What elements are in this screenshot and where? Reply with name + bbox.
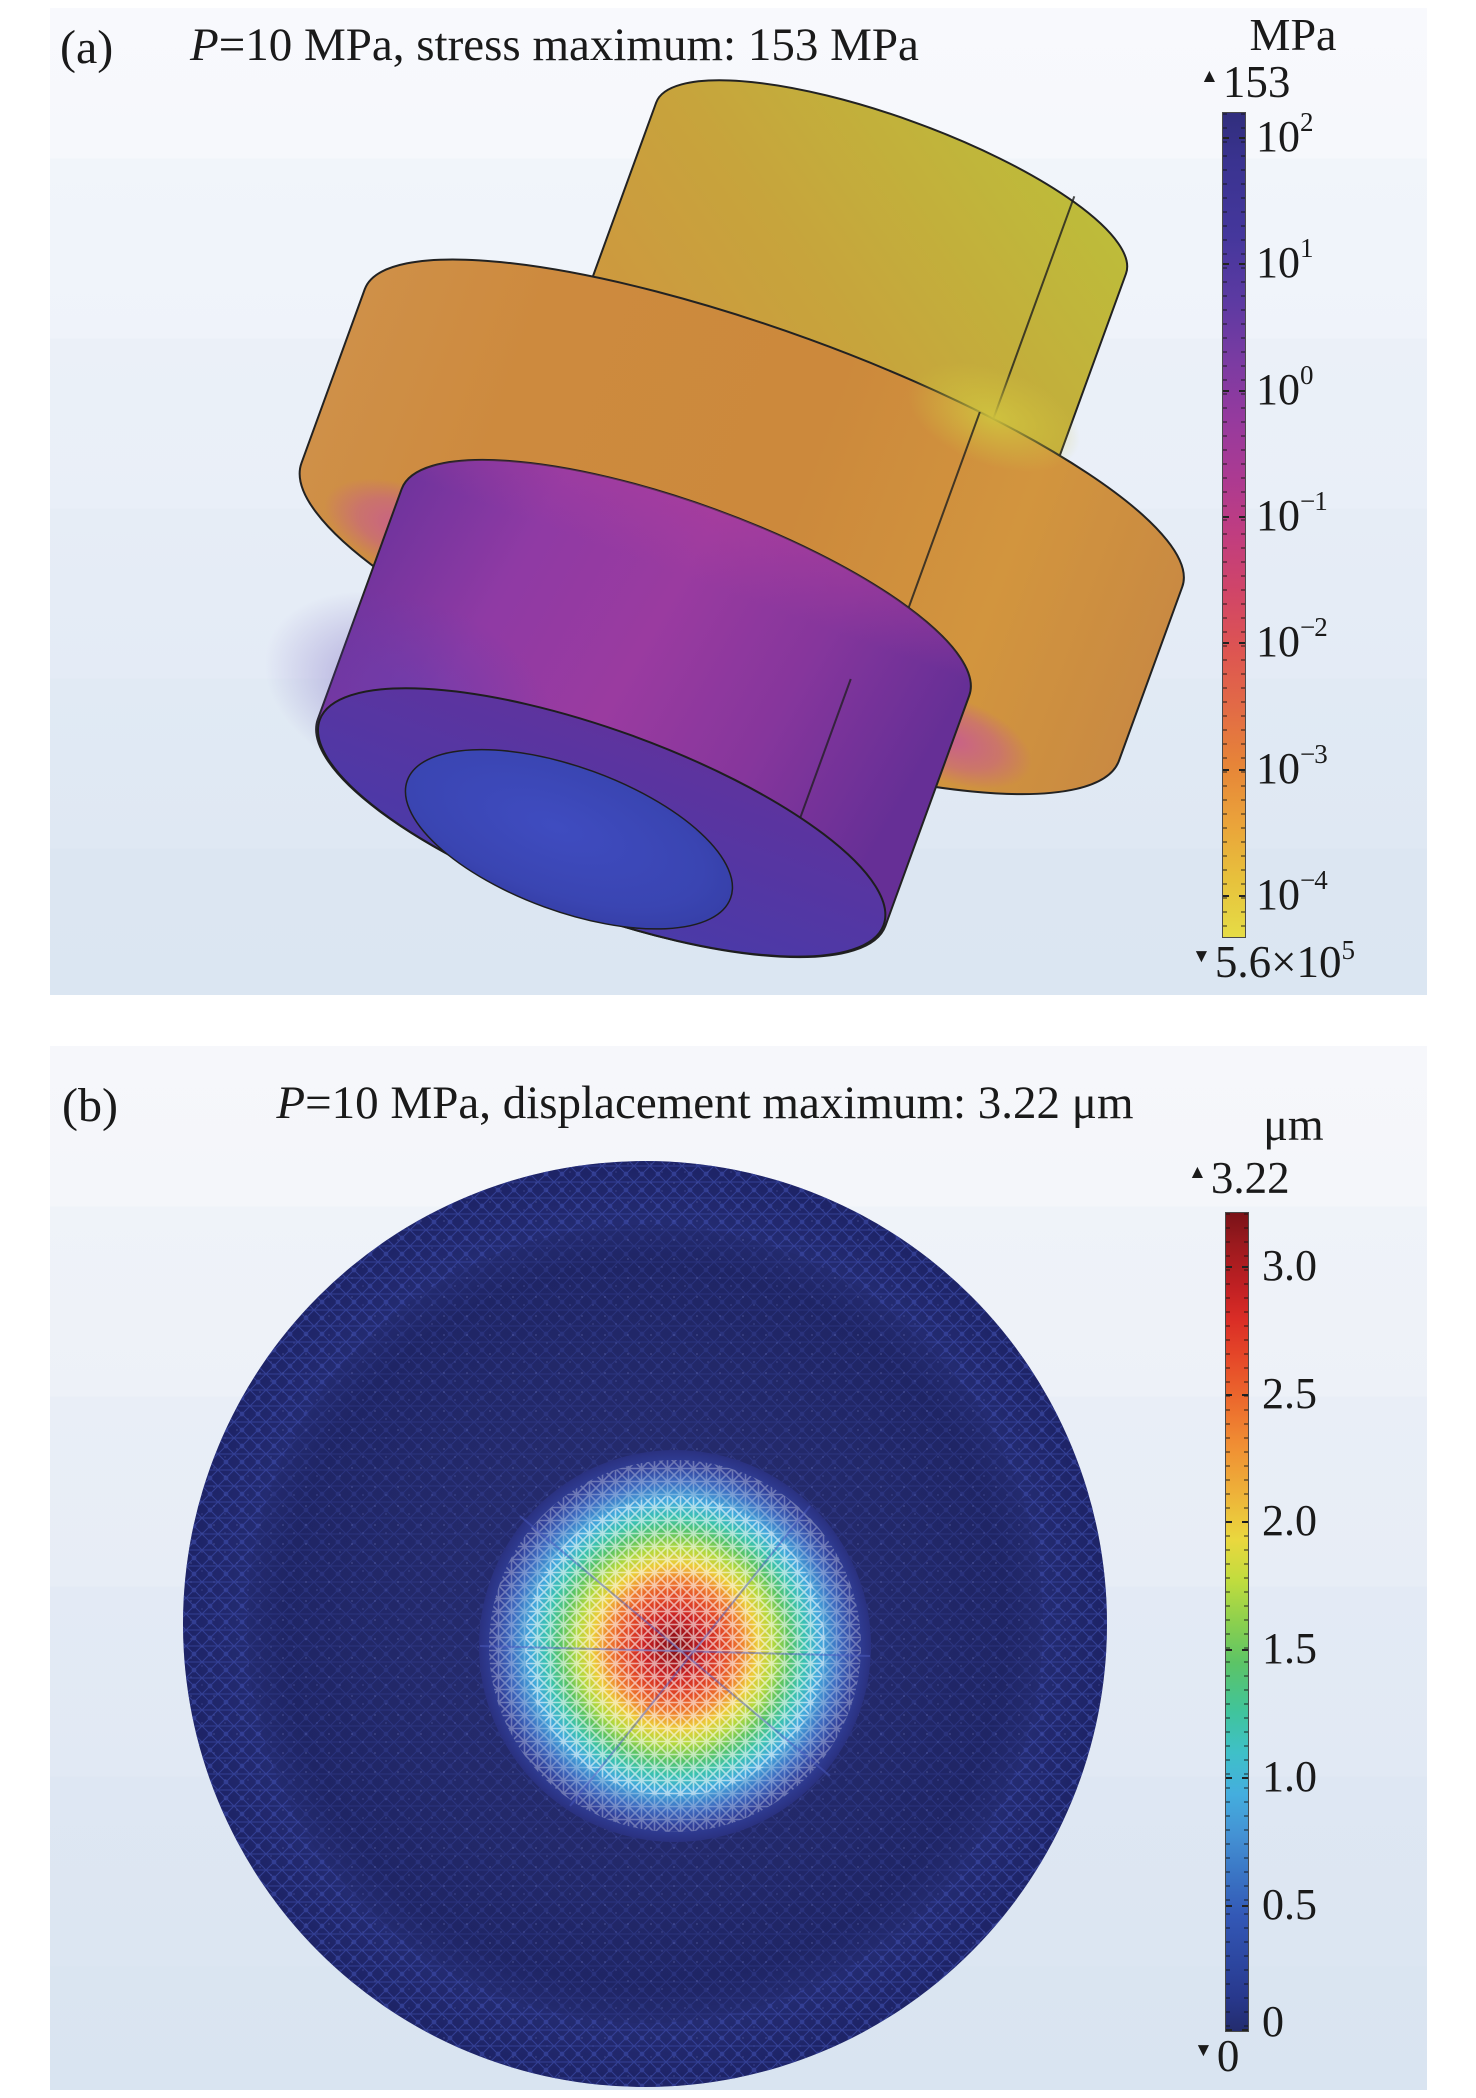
- colorbar-a-tick: 10−1: [1256, 486, 1328, 540]
- stepped-cylinder-group: [264, 79, 1185, 959]
- triangle-down-icon: ▼: [1194, 2040, 1213, 2061]
- stress-pink-patch-right: [869, 690, 1033, 789]
- mesh-outer-ring-band: [183, 1161, 1107, 2087]
- colorbar-b-tick: 0: [1262, 1997, 1284, 2046]
- bottom-blue-dome: [404, 748, 734, 930]
- colorbar-a-unit: MPa: [1249, 9, 1337, 60]
- panel-a-label: (a): [60, 21, 114, 74]
- panel-a-title-text: =10 MPa, stress maximum: 153 MPa: [218, 19, 919, 71]
- colorbar-b-min-value: 0: [1216, 2031, 1240, 2081]
- colorbar-a-tick: 101: [1256, 233, 1313, 287]
- colorbar-b-tick: 3.0: [1262, 1241, 1317, 1290]
- rainbow-mesh-overlay-inner: [525, 1496, 825, 1796]
- tick-mark: [1226, 2029, 1248, 2031]
- panel-a-stress-plot: (a) P=10 MPa, stress maximum: 153 MPa MP…: [50, 8, 1427, 995]
- colorbar-b-tick: 0.5: [1262, 1880, 1317, 1929]
- colorbar-b-tick: 1.0: [1262, 1752, 1317, 1801]
- mesh-outer-disk-texture: [183, 1161, 1107, 2087]
- colorbar-a-max-value: 153: [1222, 57, 1291, 107]
- top-cylinder-face: [559, 79, 1129, 539]
- mesh-outer-ring-tint: [183, 1161, 1107, 2087]
- colorbar-b-tick: 1.5: [1262, 1624, 1317, 1673]
- colorbar-b-tick: 2.5: [1262, 1369, 1317, 1418]
- tick-mark: [1223, 642, 1245, 644]
- bottom-face: [317, 687, 887, 958]
- colorbar-a-min-marker: ▼ 5.6×10 5: [1192, 934, 1355, 987]
- tick-mark: [1223, 895, 1245, 897]
- tick-mark: [1223, 263, 1245, 265]
- tick-mark: [1226, 1649, 1248, 1651]
- colorbar-b-tick: 2.0: [1262, 1496, 1317, 1545]
- colorbar-b-max-value: 3.22: [1210, 1153, 1290, 1203]
- tick-mark: [1223, 516, 1245, 518]
- triangle-up-icon: ▲: [1200, 66, 1219, 87]
- panel-b-label: (b): [62, 1079, 118, 1132]
- tick-mark: [1226, 1394, 1248, 1396]
- mesh-speckle-texture: [183, 1161, 1107, 2087]
- colorbar-b-unit: μm: [1263, 1099, 1324, 1150]
- tick-mark: [1223, 390, 1245, 392]
- middle-cylinder-face: [298, 258, 1185, 796]
- colorbar-a-min-value: 5.6×10: [1214, 937, 1342, 987]
- colorbar-b-gradient: [1225, 1212, 1249, 2032]
- displacement-rainbow-center: [479, 1450, 871, 1842]
- colorbar-a-max-marker: ▲ 153: [1200, 60, 1290, 105]
- stress-pink-patch-left: [324, 478, 487, 577]
- colorbar-b-min-marker: ▼ 0: [1194, 2034, 1239, 2079]
- colorbar-a-tick: 100: [1256, 360, 1313, 414]
- tick-mark: [1226, 1266, 1248, 1268]
- stress-yellow-patch: [907, 362, 1081, 472]
- tick-mark: [1226, 1905, 1248, 1907]
- panel-a-title-symbol: P: [190, 19, 219, 71]
- top-cylinder-seam-line: [962, 195, 1076, 503]
- tick-mark: [1223, 769, 1245, 771]
- bottom-cylinder-blue-tint: [264, 590, 554, 797]
- panel-b-displacement-plot: (b) P=10 MPa, displacement maximum: 3.22…: [50, 1046, 1427, 2090]
- tick-mark: [1226, 1521, 1248, 1523]
- middle-cylinder-seam-line: [852, 411, 981, 761]
- stress-3d-model: [264, 79, 1185, 959]
- panel-a-title: P=10 MPa, stress maximum: 153 MPa: [190, 19, 919, 72]
- tick-mark: [1226, 1777, 1248, 1779]
- panel-b-title-text: =10 MPa, displacement maximum: 3.22 μm: [305, 1077, 1134, 1129]
- colorbar-a-tick: 102: [1256, 107, 1313, 161]
- colorbar-b-max-marker: ▲ 3.22: [1188, 1156, 1290, 1201]
- bottom-cylinder-face: [315, 458, 972, 959]
- bottom-cylinder-seam-line: [755, 678, 852, 938]
- colorbar-a-gradient: [1222, 112, 1246, 938]
- triangle-up-icon: ▲: [1188, 1162, 1207, 1183]
- triangle-down-icon: ▼: [1192, 946, 1211, 967]
- bottom-cylinder-top-tint: [381, 459, 971, 752]
- mesh-strands: [479, 1505, 871, 1807]
- panel-b-title-symbol: P: [276, 1077, 306, 1129]
- tick-mark: [1223, 137, 1245, 139]
- panel-b-title: P=10 MPa, displacement maximum: 3.22 μm: [190, 1077, 1220, 1130]
- rainbow-mesh-overlay-outer: [489, 1460, 861, 1832]
- mesh-outer-disk: [183, 1161, 1107, 2087]
- colorbar-a-tick: 10−2: [1256, 612, 1328, 666]
- colorbar-a-tick: 10−3: [1256, 739, 1328, 793]
- colorbar-a-tick: 10−4: [1256, 865, 1328, 919]
